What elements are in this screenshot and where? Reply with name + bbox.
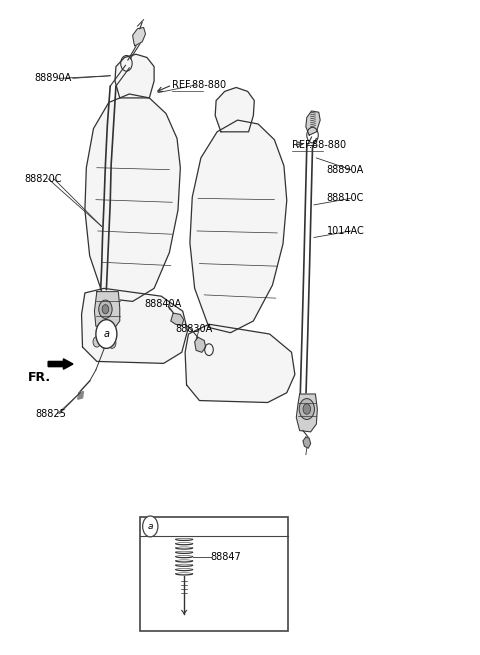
Polygon shape bbox=[190, 120, 287, 333]
Circle shape bbox=[108, 338, 116, 348]
Text: REF.88-880: REF.88-880 bbox=[172, 80, 227, 90]
Circle shape bbox=[96, 320, 117, 348]
Text: 88890A: 88890A bbox=[327, 164, 364, 175]
Text: 88810C: 88810C bbox=[327, 193, 364, 203]
Polygon shape bbox=[48, 359, 73, 369]
Polygon shape bbox=[303, 437, 311, 448]
Text: 88890A: 88890A bbox=[35, 73, 72, 83]
Circle shape bbox=[143, 516, 158, 537]
Bar bbox=[140, 517, 288, 631]
Circle shape bbox=[101, 338, 108, 348]
Text: FR.: FR. bbox=[28, 371, 51, 384]
Text: a: a bbox=[103, 329, 109, 339]
Polygon shape bbox=[306, 111, 320, 135]
Polygon shape bbox=[296, 394, 317, 432]
Text: a: a bbox=[147, 522, 153, 531]
Text: 88825: 88825 bbox=[36, 409, 67, 419]
Text: 88847: 88847 bbox=[211, 552, 241, 561]
Polygon shape bbox=[95, 291, 120, 328]
Circle shape bbox=[93, 337, 101, 347]
Polygon shape bbox=[215, 88, 254, 132]
Polygon shape bbox=[132, 28, 145, 46]
Text: 88840A: 88840A bbox=[144, 299, 182, 309]
Circle shape bbox=[303, 404, 311, 414]
Polygon shape bbox=[82, 288, 188, 364]
Text: REF.88-880: REF.88-880 bbox=[291, 140, 346, 150]
Polygon shape bbox=[171, 313, 184, 326]
Polygon shape bbox=[185, 324, 295, 403]
Polygon shape bbox=[195, 337, 205, 352]
Polygon shape bbox=[115, 54, 154, 98]
Text: 1014AC: 1014AC bbox=[327, 226, 365, 236]
Circle shape bbox=[99, 300, 112, 318]
Text: 88830A: 88830A bbox=[176, 324, 213, 334]
Circle shape bbox=[299, 399, 314, 419]
Polygon shape bbox=[78, 392, 84, 400]
Text: 88820C: 88820C bbox=[24, 174, 62, 184]
Polygon shape bbox=[85, 94, 180, 301]
Circle shape bbox=[102, 305, 109, 314]
